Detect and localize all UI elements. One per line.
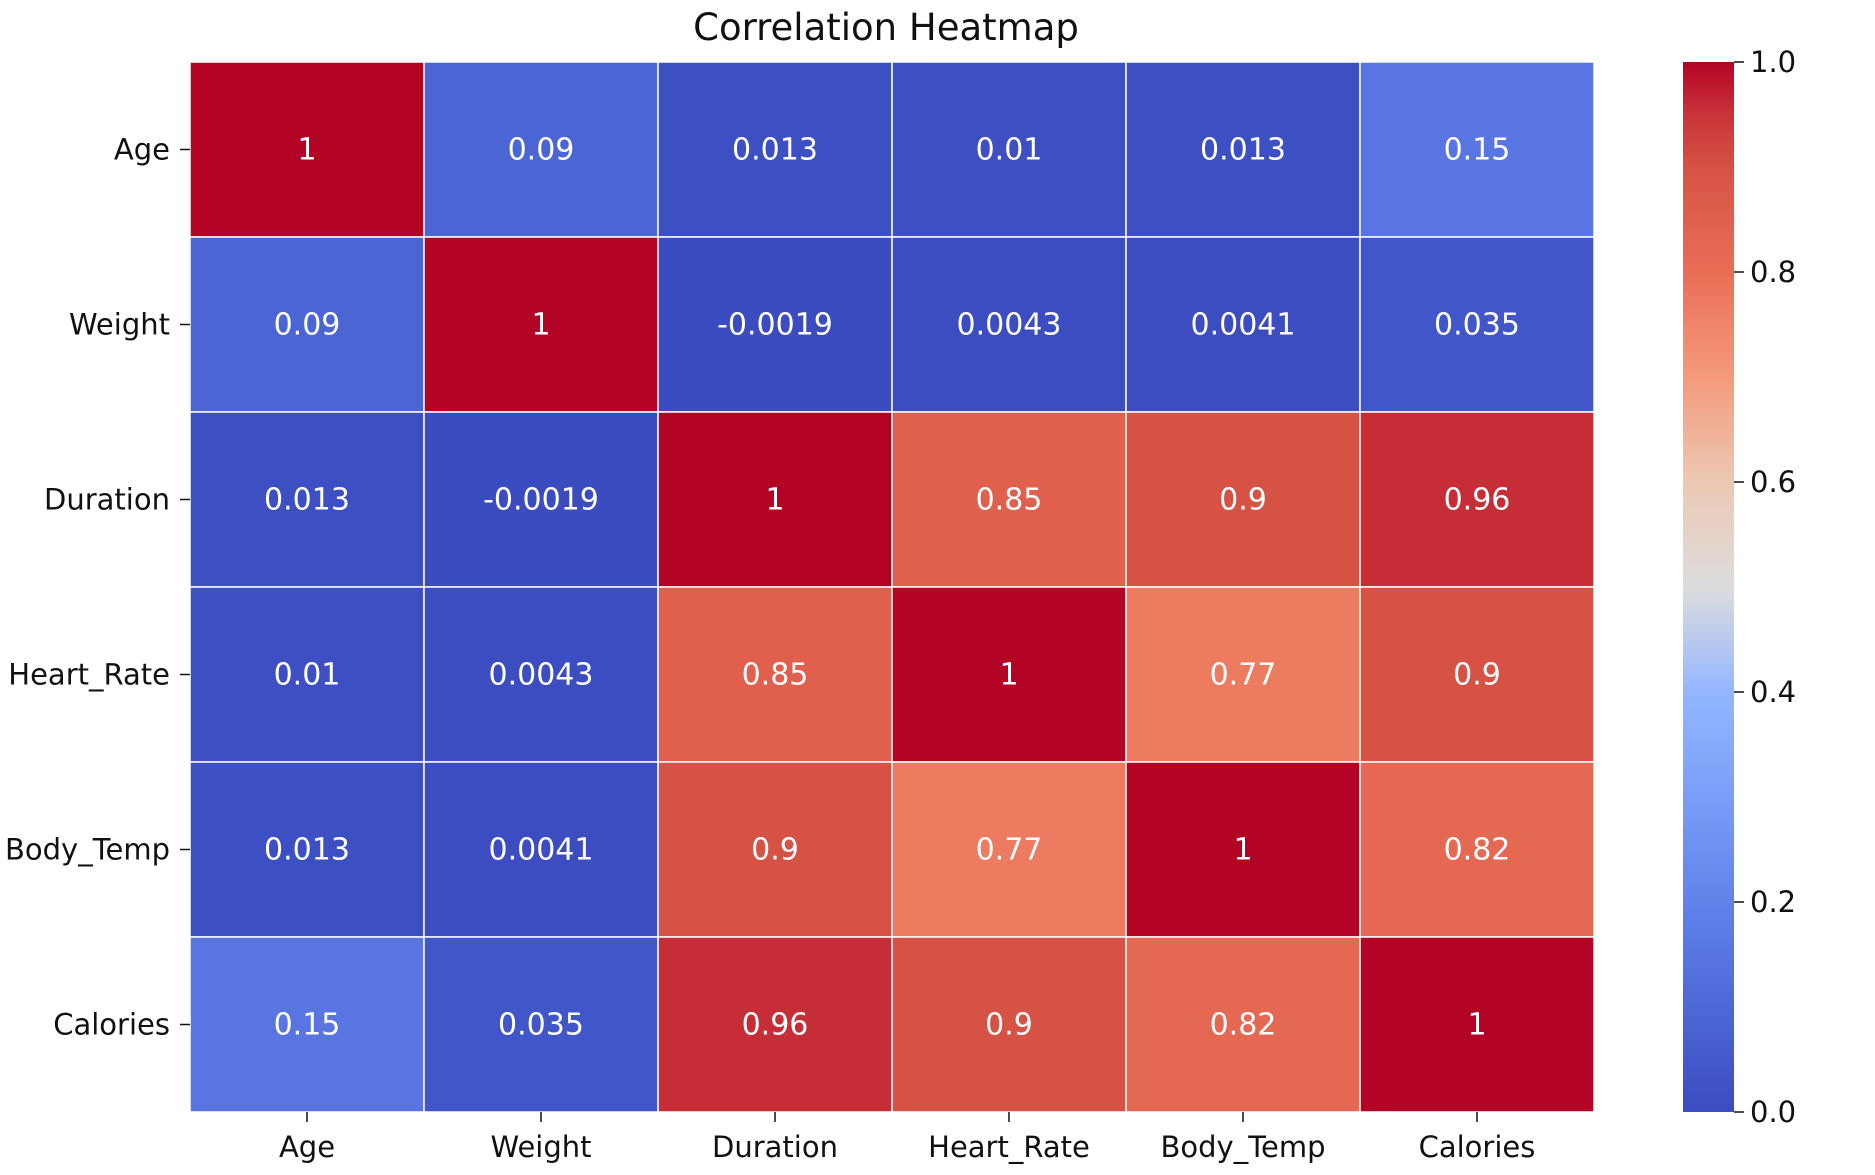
heatmap-cells: 1 0.09 0.013 0.01 0.013 0.15 0.09 1 -0.0019 0.004… xyxy=(189,61,1595,1113)
heatmap-cell-2-3 xyxy=(891,411,1127,588)
cell-annotation-3-1: 0.0043 xyxy=(489,658,594,693)
y-tick-label-3: Heart_Rate xyxy=(8,658,170,692)
cell-annotation-4-2: 0.9 xyxy=(751,833,799,868)
cell-annotation-2-5: 0.96 xyxy=(1444,483,1511,518)
cell-annotation-4-0: 0.013 xyxy=(264,833,350,868)
heatmap-cell-5-0 xyxy=(189,936,425,1113)
heatmap-cell-0-2 xyxy=(657,61,893,238)
y-tick-label-0: Age xyxy=(114,133,170,167)
cell-annotation-0-3: 0.01 xyxy=(976,133,1043,168)
heatmap-cell-1-1 xyxy=(423,236,659,413)
chart-title: Correlation Heatmap xyxy=(693,6,1079,49)
heatmap-cell-0-1 xyxy=(423,61,659,238)
cell-annotation-1-4: 0.0041 xyxy=(1191,308,1296,343)
cell-annotation-0-5: 0.15 xyxy=(1444,133,1511,168)
heatmap-cell-0-4 xyxy=(1125,61,1361,238)
heatmap-cell-5-5 xyxy=(1359,936,1595,1113)
cell-annotation-2-0: 0.013 xyxy=(264,483,350,518)
heatmap-cell-4-4 xyxy=(1125,761,1361,938)
cell-annotation-5-3: 0.9 xyxy=(985,1008,1033,1043)
cell-annotation-3-3: 1 xyxy=(999,658,1018,693)
heatmap-cell-3-5 xyxy=(1359,586,1595,763)
heatmap-cell-2-2 xyxy=(657,411,893,588)
cell-annotation-0-0: 1 xyxy=(297,133,316,168)
colorbar-tick-label-1: 0.2 xyxy=(1750,885,1796,919)
heatmap-cell-2-4 xyxy=(1125,411,1361,588)
cell-annotation-5-2: 0.96 xyxy=(742,1008,809,1043)
heatmap-cell-4-3 xyxy=(891,761,1127,938)
cell-annotation-1-2: -0.0019 xyxy=(717,308,833,343)
colorbar: 0.0 0.2 0.4 0.6 0.8 1.0 xyxy=(1683,45,1796,1129)
cell-annotation-0-2: 0.013 xyxy=(732,133,818,168)
heatmap-cell-3-1 xyxy=(423,586,659,763)
cell-annotation-2-4: 0.9 xyxy=(1219,483,1267,518)
cell-annotation-1-3: 0.0043 xyxy=(957,308,1062,343)
cell-annotation-4-5: 0.82 xyxy=(1444,833,1511,868)
cell-annotation-3-5: 0.9 xyxy=(1453,658,1501,693)
heatmap-cell-3-4 xyxy=(1125,586,1361,763)
cell-annotation-2-3: 0.85 xyxy=(976,483,1043,518)
colorbar-tick-label-4: 0.8 xyxy=(1750,255,1796,289)
cell-annotation-2-1: -0.0019 xyxy=(483,483,599,518)
cell-annotation-1-0: 0.09 xyxy=(274,308,341,343)
heatmap-cell-1-5 xyxy=(1359,236,1595,413)
cell-annotation-5-5: 1 xyxy=(1467,1008,1486,1043)
x-tick-label-5: Calories xyxy=(1419,1130,1536,1164)
colorbar-tick-label-2: 0.4 xyxy=(1750,675,1796,709)
x-tick-label-4: Body_Temp xyxy=(1161,1130,1326,1164)
heatmap-cell-2-0 xyxy=(189,411,425,588)
x-tick-label-0: Age xyxy=(279,1130,335,1164)
cell-annotation-5-1: 0.035 xyxy=(498,1008,584,1043)
heatmap-cell-3-2 xyxy=(657,586,893,763)
colorbar-tick-label-3: 0.6 xyxy=(1750,465,1796,499)
heatmap-cell-4-0 xyxy=(189,761,425,938)
cell-annotation-3-0: 0.01 xyxy=(274,658,341,693)
colorbar-tick-label-5: 1.0 xyxy=(1750,45,1796,79)
column-labels: Age Weight Duration Heart_Rate Body_Temp Calo… xyxy=(279,1112,1535,1164)
heatmap-cell-3-3 xyxy=(891,586,1127,763)
colorbar-tick-label-0: 0.0 xyxy=(1750,1095,1796,1129)
cell-annotation-4-4: 1 xyxy=(1233,833,1252,868)
y-tick-label-2: Duration xyxy=(44,483,170,517)
colorbar-gradient xyxy=(1683,62,1734,1112)
x-tick-label-1: Weight xyxy=(490,1130,591,1164)
heatmap-cell-4-5 xyxy=(1359,761,1595,938)
cell-annotation-2-2: 1 xyxy=(765,483,784,518)
heatmap-cell-5-4 xyxy=(1125,936,1361,1113)
cell-annotation-5-4: 0.82 xyxy=(1210,1008,1277,1043)
y-tick-label-5: Calories xyxy=(53,1008,170,1042)
cell-annotation-0-4: 0.013 xyxy=(1200,133,1286,168)
cell-annotation-1-1: 1 xyxy=(531,308,550,343)
x-tick-label-2: Duration xyxy=(712,1130,838,1164)
heatmap-cell-3-0 xyxy=(189,586,425,763)
heatmap-cell-0-0 xyxy=(189,61,425,238)
heatmap-cell-0-3 xyxy=(891,61,1127,238)
heatmap-cell-4-2 xyxy=(657,761,893,938)
row-labels: Age Weight Duration Heart_Rate Body_Temp Calo… xyxy=(5,133,190,1042)
heatmap-cell-2-1 xyxy=(423,411,659,588)
cell-annotation-4-3: 0.77 xyxy=(976,833,1043,868)
heatmap-cell-2-5 xyxy=(1359,411,1595,588)
cell-annotation-5-0: 0.15 xyxy=(274,1008,341,1043)
y-tick-label-4: Body_Temp xyxy=(5,833,170,867)
cell-annotation-3-2: 0.85 xyxy=(742,658,809,693)
heatmap-cell-0-5 xyxy=(1359,61,1595,238)
cell-annotation-1-5: 0.035 xyxy=(1434,308,1520,343)
cell-annotation-3-4: 0.77 xyxy=(1210,658,1277,693)
x-tick-label-3: Heart_Rate xyxy=(928,1130,1090,1164)
y-tick-label-1: Weight xyxy=(69,308,170,342)
cell-annotation-0-1: 0.09 xyxy=(508,133,575,168)
cell-annotation-4-1: 0.0041 xyxy=(489,833,594,868)
heatmap-cell-1-3 xyxy=(891,236,1127,413)
